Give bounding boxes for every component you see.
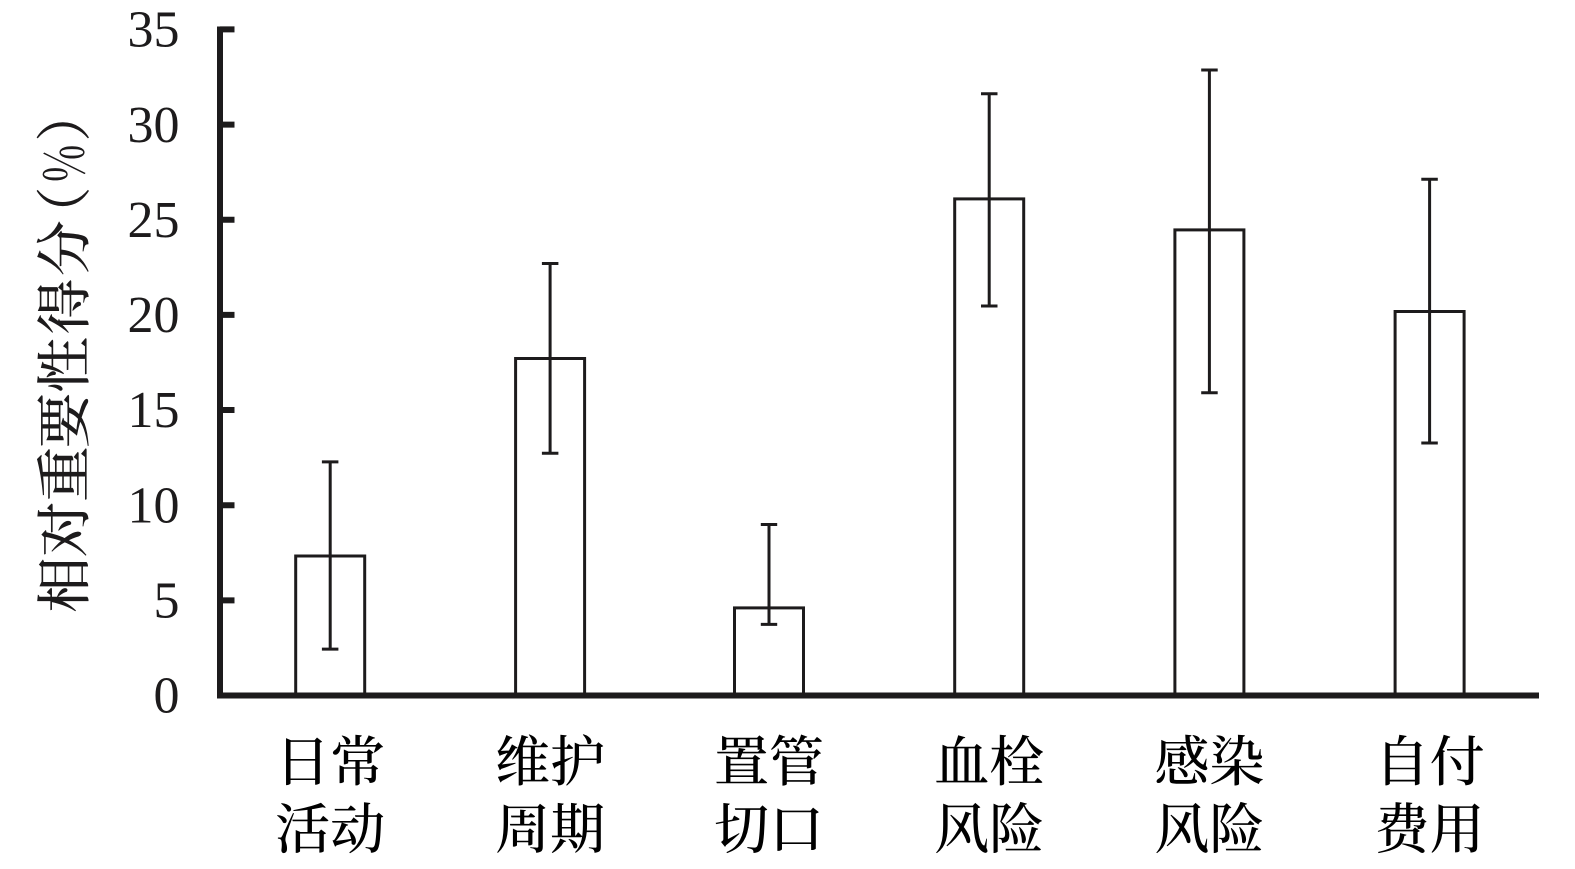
svg-text:10: 10 — [128, 477, 180, 534]
svg-text:25: 25 — [128, 192, 180, 249]
svg-text:30: 30 — [128, 97, 180, 154]
svg-text:35: 35 — [128, 2, 180, 59]
svg-text:5: 5 — [154, 573, 180, 630]
svg-text:15: 15 — [128, 382, 180, 439]
svg-text:0: 0 — [154, 668, 180, 725]
svg-text:20: 20 — [128, 287, 180, 344]
